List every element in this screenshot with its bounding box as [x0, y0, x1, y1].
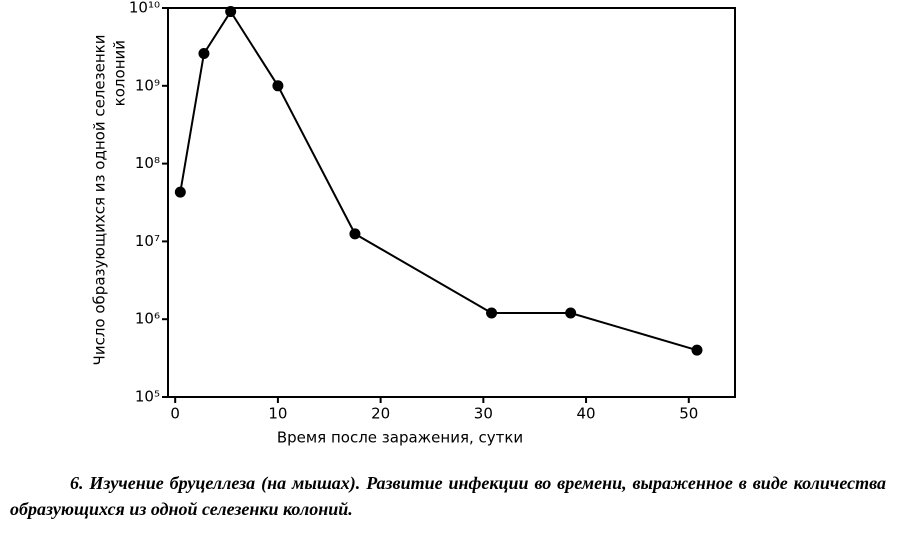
y-tick-label: 10⁶ [135, 310, 160, 328]
x-tick-label: 20 [371, 405, 390, 423]
chart: Время после заражения, сутки Число образ… [91, 0, 736, 447]
x-tick-label: 0 [170, 405, 180, 423]
point [486, 307, 498, 319]
point [349, 228, 361, 240]
point [198, 48, 210, 60]
point [225, 6, 237, 18]
y-tick-label: 10⁹ [135, 76, 160, 94]
y-axis-label: Число образующихся из одной селезенки [91, 35, 109, 366]
point [691, 344, 703, 356]
x-tick-label: 50 [679, 405, 698, 423]
plot-frame [167, 7, 736, 398]
y-tick-label: 10⁷ [135, 232, 160, 250]
y-tick-label: 10⁸ [135, 154, 160, 172]
y-tick-label: 10⁵ [135, 388, 160, 406]
x-axis-label: Время после заражения, сутки [277, 429, 523, 447]
point [272, 80, 284, 92]
point [565, 307, 577, 319]
x-tick-label: 40 [577, 405, 596, 423]
y-tick-label: 10¹⁰ [129, 0, 160, 17]
line [179, 9, 698, 352]
y-axis-label: колоний [111, 40, 129, 106]
x-tick-label: 10 [268, 405, 287, 423]
x-tick-label: 30 [474, 405, 493, 423]
point [174, 186, 186, 198]
caption: 6. Изучение бруцеллеза (на мышах). Разви… [10, 473, 886, 519]
